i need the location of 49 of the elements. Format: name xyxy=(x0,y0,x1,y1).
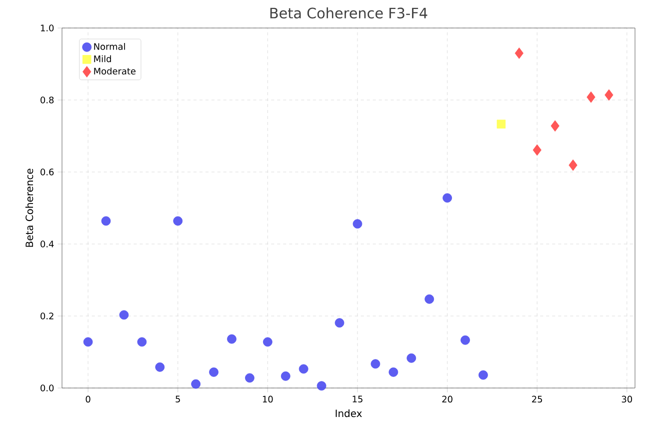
x-tick-label: 15 xyxy=(352,396,362,402)
point xyxy=(101,216,111,226)
point xyxy=(388,367,398,377)
point xyxy=(406,353,416,363)
point xyxy=(191,379,201,389)
point xyxy=(370,359,380,369)
y-axis-title: Beta Coherence xyxy=(25,168,34,247)
point xyxy=(514,48,524,59)
point xyxy=(173,216,183,226)
point xyxy=(280,371,290,381)
point xyxy=(316,381,326,391)
point xyxy=(334,318,344,328)
y-tick-label: 0.4 xyxy=(40,240,54,248)
point xyxy=(460,335,470,345)
point xyxy=(83,337,93,347)
legend-label: Mild xyxy=(94,55,111,62)
point xyxy=(227,334,236,344)
y-tick-label: 0.0 xyxy=(40,384,54,392)
point xyxy=(298,364,308,374)
x-tick-label: 0 xyxy=(86,396,90,403)
point xyxy=(532,144,542,156)
point xyxy=(352,219,362,229)
y-tick-label: 0.8 xyxy=(40,96,54,104)
point xyxy=(119,310,129,320)
y-tick-label: 0.2 xyxy=(40,312,54,320)
x-tick-label: 5 xyxy=(176,396,180,402)
legend-label: Moderate xyxy=(94,68,136,74)
y-tick-label: 1.0 xyxy=(40,24,54,32)
point xyxy=(155,362,165,372)
x-tick-label: 30 xyxy=(622,396,632,403)
point xyxy=(604,89,614,101)
x-axis-title: Index xyxy=(336,409,362,418)
point xyxy=(262,337,272,347)
point xyxy=(245,373,254,383)
legend-label: Normal xyxy=(94,42,125,50)
point xyxy=(550,120,560,132)
point xyxy=(442,193,452,203)
point xyxy=(568,159,578,171)
point xyxy=(209,367,218,377)
chart-title: Beta Coherence F3-F4 xyxy=(270,7,428,18)
point xyxy=(478,370,488,380)
point xyxy=(137,337,147,347)
point xyxy=(586,91,596,103)
x-tick-label: 20 xyxy=(442,396,452,403)
point xyxy=(496,120,506,128)
x-tick-label: 25 xyxy=(532,396,542,403)
y-tick-label: 0.6 xyxy=(40,168,54,176)
x-tick-label: 10 xyxy=(262,396,273,403)
point xyxy=(424,294,434,304)
